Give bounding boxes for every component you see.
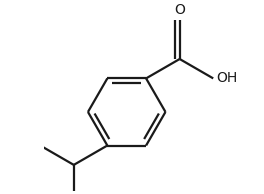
Text: O: O bbox=[174, 3, 185, 17]
Text: OH: OH bbox=[216, 71, 237, 85]
